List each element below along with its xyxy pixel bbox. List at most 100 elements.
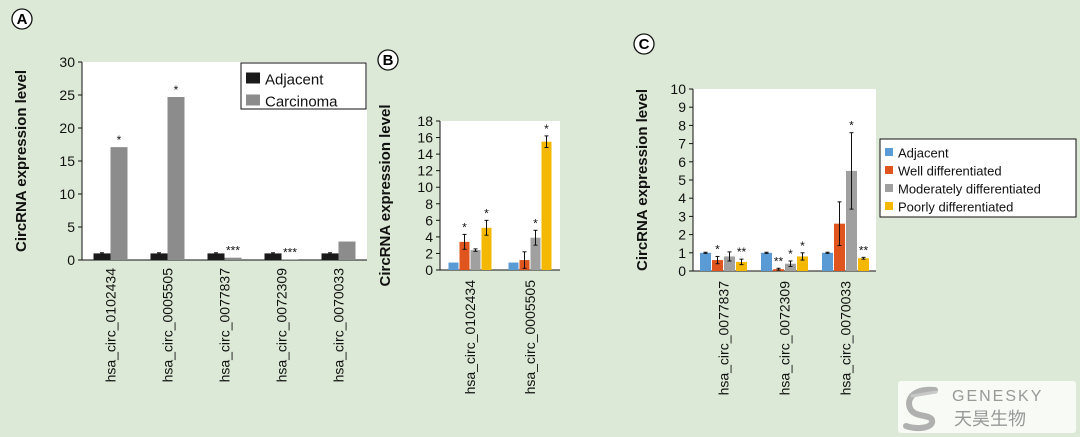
category-label: hsa_circ_0072309 [274,268,290,383]
bar [338,241,356,260]
y-tick-label: 20 [59,120,75,136]
bar [858,258,869,271]
significance-mark: *** [226,244,240,258]
legend-entry: Moderately differentiated [898,182,1041,197]
y-tick-label: 2 [678,227,686,243]
category-label: hsa_circ_0072309 [777,281,793,396]
plot-area [693,89,876,271]
panel-a: A 0 5 10 15 20 25 30 CircRNA expression level * hs… [11,8,367,383]
legend-swatch [885,166,893,174]
significance-mark: * [715,242,720,256]
category-label: hsa_circ_0005505 [522,280,538,395]
y-tick-label: 30 [59,54,75,70]
y-tick-label: 25 [59,87,75,103]
y-tick-label: 0 [678,263,686,279]
significance-mark: * [117,133,122,147]
y-tick-label: 16 [417,130,433,146]
category-label: hsa_circ_0005505 [160,268,176,383]
y-tick-label: 4 [678,190,686,206]
panel-label: C [639,36,650,53]
significance-mark: ** [774,254,784,268]
legend-swatch [885,148,893,156]
y-tick-label: 6 [678,154,686,170]
legend-entry: Adjacent [898,146,949,161]
significance-mark: ** [737,245,747,259]
significance-mark: * [462,220,467,234]
watermark-chinese: 天昊生物 [954,409,1026,429]
legend: Adjacent Well differentiated Moderately di… [879,138,1077,218]
significance-mark: * [484,206,489,220]
y-tick-label: 6 [425,212,433,228]
bar [700,252,711,271]
bar [822,252,833,271]
legend-entry: Poorly differentiated [898,200,1013,215]
y-tick-label: 12 [417,163,433,179]
bar [150,253,168,260]
watermark-latin: GENESKY [952,388,1043,405]
legend-swatch [246,94,260,106]
watermark: GENESKY 天昊生物 [898,381,1076,433]
y-tick-label: 0 [67,252,75,268]
legend-entry: Well differentiated [898,164,1002,179]
significance-mark: * [544,122,549,136]
category-label: hsa_circ_0070033 [838,281,854,396]
y-tick-label: 8 [425,196,433,212]
y-axis-title: CircRNA expression level [13,70,30,252]
y-tick-label: 2 [425,245,433,261]
significance-mark: *** [283,245,297,259]
bar [110,147,128,260]
genesky-logo-icon [903,386,938,431]
bar [846,170,857,271]
bar [448,262,459,270]
y-axis-title: CircRNA expression level [377,104,394,286]
bar [93,253,111,260]
panel-label-badge [377,49,399,71]
bar [281,259,299,260]
category-label: hsa_circ_0077837 [217,268,233,383]
y-tick-label: 8 [678,117,686,133]
bar [541,141,552,270]
significance-mark: * [849,119,854,133]
panel-label-badge [11,8,33,30]
bar [761,252,772,271]
category-label: hsa_circ_0102434 [462,280,478,395]
category-label: hsa_circ_0070033 [331,268,347,383]
y-axis-title: CircRNA expression level [634,89,651,271]
bar [207,253,225,260]
watermark-background [898,381,1076,433]
bar [321,253,339,260]
bar [167,96,185,260]
panel-label: A [17,11,28,28]
y-tick-label: 1 [678,245,686,261]
significance-mark: * [533,216,538,230]
legend-entry: Carcinoma [265,94,338,111]
category-label: hsa_circ_0102434 [103,268,119,383]
y-tick-label: 18 [417,113,433,129]
legend: Adjacent Carcinoma [240,62,367,111]
panel-label-badge [633,33,655,55]
y-tick-label: 15 [59,153,75,169]
significance-mark: * [174,83,179,97]
bar [470,250,481,270]
y-tick-label: 9 [678,99,686,115]
significance-mark: * [800,239,805,253]
y-tick-label: 7 [678,136,686,152]
legend-swatch [885,184,893,192]
y-tick-label: 10 [59,186,75,202]
significance-mark: ** [859,243,869,257]
bar [264,253,282,260]
bar [797,256,808,271]
y-tick-label: 10 [417,179,433,195]
y-tick-label: 3 [678,208,686,224]
y-tick-label: 5 [678,172,686,188]
bar [508,262,519,270]
bar [459,241,470,270]
legend-swatch [246,72,260,84]
bar [785,263,796,271]
y-tick-label: 10 [670,81,686,97]
legend-swatch [885,202,893,210]
legend-box [879,138,1077,218]
